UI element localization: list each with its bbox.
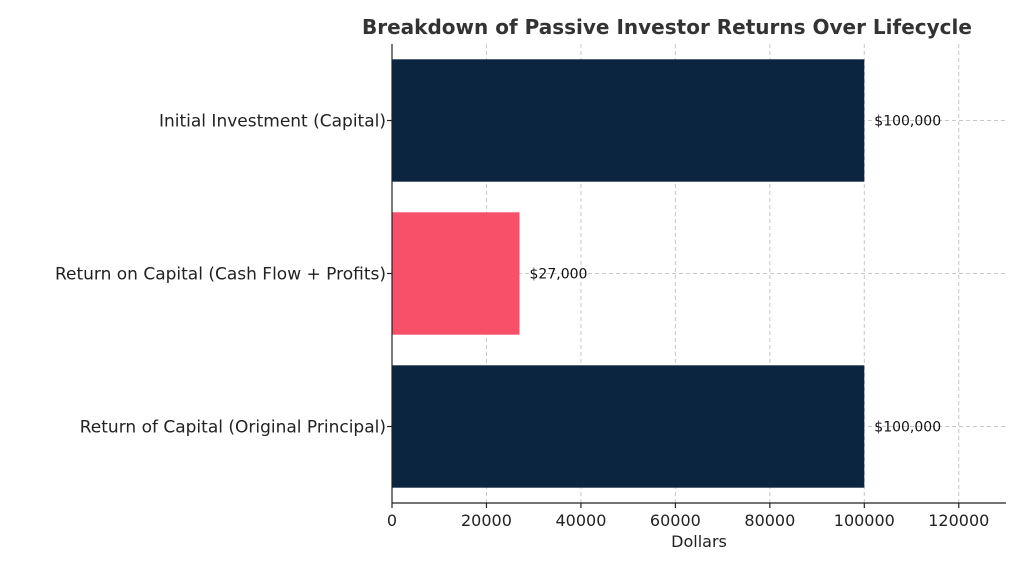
- x-tick-label: 40000: [555, 511, 606, 530]
- x-tick-label: 80000: [744, 511, 795, 530]
- x-tick-label: 60000: [650, 511, 701, 530]
- bar: [392, 212, 520, 335]
- data-label: $100,000: [874, 114, 941, 130]
- category-label: Initial Investment (Capital): [159, 112, 386, 132]
- x-tick-label: 100000: [834, 511, 895, 530]
- grid-layer: [392, 44, 1006, 503]
- label-layer: 0 20000 40000 60000 80000 100000 120000 Initial…: [55, 112, 989, 531]
- x-tick-label: 0: [387, 511, 397, 530]
- data-label: $100,000: [874, 420, 941, 436]
- data-label: $27,000: [530, 267, 588, 283]
- category-label: Return on Capital (Cash Flow + Profits): [55, 265, 386, 285]
- bar: [392, 59, 865, 182]
- category-label: Return of Capital (Original Principal): [80, 418, 386, 438]
- chart-title: Breakdown of Passive Investor Returns Ov…: [362, 15, 972, 39]
- bar: [392, 365, 865, 488]
- x-axis-title: Dollars: [671, 532, 727, 551]
- bar-layer: [392, 59, 865, 488]
- axis-layer: [387, 44, 1006, 508]
- x-tick-label: 120000: [928, 511, 989, 530]
- x-tick-label: 20000: [461, 511, 512, 530]
